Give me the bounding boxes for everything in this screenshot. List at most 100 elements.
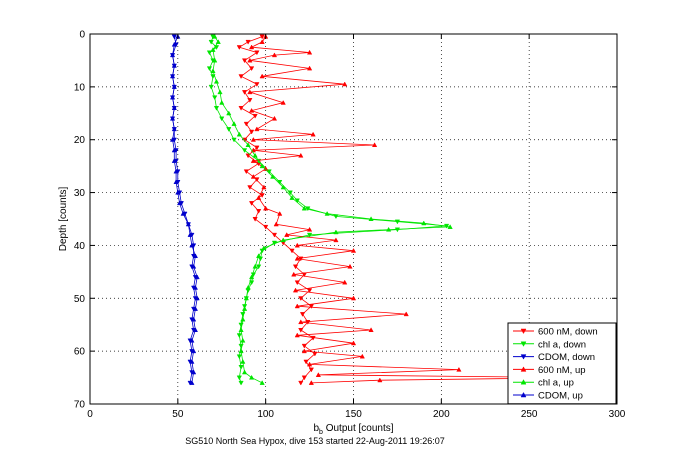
data-point: [294, 303, 300, 309]
series-line: [172, 36, 198, 383]
data-point: [171, 84, 177, 89]
data-point: [377, 377, 383, 383]
y-tick-label: 40: [74, 241, 86, 252]
data-point: [192, 306, 199, 311]
data-point: [171, 158, 177, 163]
data-point: [347, 263, 353, 269]
data-point: [447, 224, 453, 229]
legend-marker: [520, 341, 527, 347]
data-point: [236, 45, 242, 50]
data-point: [240, 337, 246, 343]
y-tick-label: 0: [79, 30, 85, 41]
axis-ticks: 0 50 100 150 200 250 300 0 10 20 30 40 50 60 70: [74, 30, 626, 421]
data-point: [187, 232, 193, 237]
data-point: [191, 369, 197, 375]
data-point: [306, 65, 313, 71]
data-point: [252, 152, 258, 158]
data-point: [306, 288, 313, 294]
series-line: [238, 36, 316, 384]
data-point: [270, 173, 276, 179]
y-tick-label: 70: [74, 400, 86, 411]
data-point: [243, 169, 249, 175]
data-point: [301, 343, 307, 349]
data-point: [245, 153, 251, 159]
data-point: [208, 84, 214, 90]
data-point: [298, 152, 304, 158]
data-point: [215, 39, 221, 44]
data-point: [250, 158, 256, 163]
data-point: [271, 232, 278, 238]
data-point: [299, 312, 306, 317]
data-point: [169, 115, 176, 121]
data-point: [259, 39, 265, 44]
data-point: [248, 66, 255, 72]
chart-caption: SG510 North Sea Hypox, dive 153 started …: [185, 436, 445, 446]
legend-label: chl a, up: [538, 378, 574, 389]
data-point: [371, 142, 378, 148]
data-point: [342, 81, 348, 87]
x-tick-label: 100: [257, 409, 274, 420]
data-point: [173, 168, 179, 174]
data-point: [350, 340, 357, 346]
x-tick-label: 200: [433, 409, 450, 420]
x-axis-label-rest: Output [counts]: [323, 423, 394, 434]
data-point: [256, 253, 262, 259]
data-point: [287, 190, 293, 196]
x-tick-label: 300: [609, 409, 626, 420]
data-point: [189, 358, 195, 364]
data-point: [294, 198, 300, 204]
data-point: [236, 354, 242, 360]
data-point: [368, 216, 374, 222]
data-point: [171, 105, 177, 111]
data-point: [271, 115, 278, 121]
legend-label: chl a, down: [538, 339, 586, 350]
data-point: [169, 73, 176, 79]
data-point: [289, 248, 295, 254]
y-tick-label: 30: [74, 188, 86, 199]
data-point: [248, 201, 255, 206]
data-point: [189, 337, 195, 343]
data-point: [213, 105, 220, 111]
data-point: [213, 78, 220, 84]
data-point: [236, 375, 242, 381]
data-point: [350, 295, 357, 301]
legend-marker: [520, 391, 527, 398]
data-point: [236, 131, 242, 137]
data-point: [368, 327, 374, 333]
data-point: [241, 306, 248, 311]
data-point: [294, 242, 300, 248]
data-point: [259, 73, 265, 79]
data-point: [252, 216, 258, 222]
data-point: [306, 361, 313, 367]
data-point: [192, 253, 199, 259]
legend-label: CDOM, down: [538, 352, 595, 363]
data-point: [252, 113, 258, 119]
data-point: [191, 316, 197, 322]
data-point: [243, 121, 249, 127]
data-point: [238, 74, 244, 80]
data-point: [247, 98, 253, 103]
data-point: [210, 47, 216, 52]
data-point: [386, 226, 392, 232]
data-point: [248, 44, 255, 50]
data-point: [342, 279, 348, 285]
data-point: [294, 255, 300, 261]
series-line: [212, 36, 451, 384]
legend-item: 600 nM, up: [513, 365, 586, 376]
data-point: [169, 94, 176, 100]
legend-item: CDOM, down: [513, 352, 595, 363]
y-tick-label: 10: [74, 82, 86, 93]
data-point: [176, 200, 183, 206]
series-line: [249, 36, 582, 384]
data-point: [271, 52, 278, 58]
data-point: [261, 245, 267, 251]
y-tick-label: 60: [74, 347, 86, 358]
data-point: [250, 136, 256, 142]
data-point: [238, 348, 244, 354]
legend-item: chl a, down: [513, 339, 586, 350]
data-point: [210, 68, 216, 74]
data-point: [263, 224, 269, 230]
data-point: [333, 237, 339, 243]
data-point: [169, 52, 176, 58]
legend-box: [507, 322, 617, 405]
